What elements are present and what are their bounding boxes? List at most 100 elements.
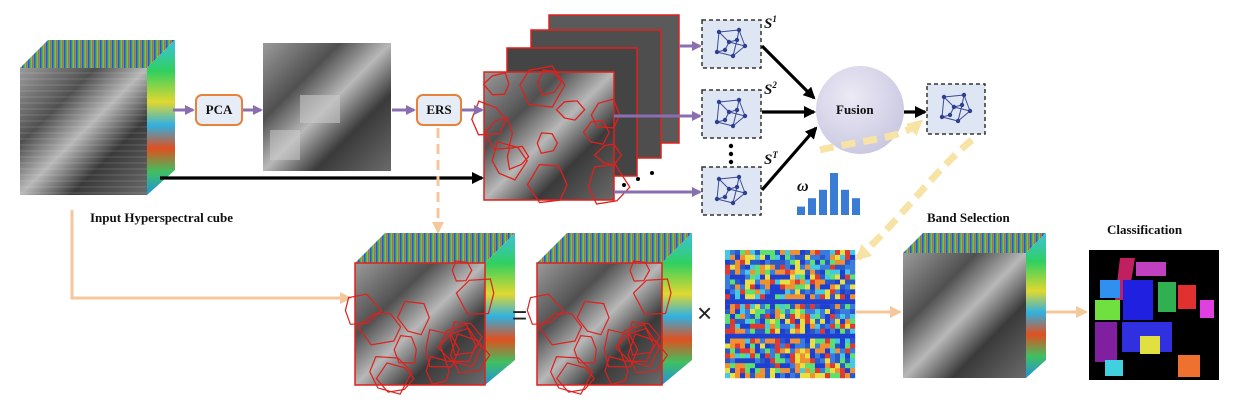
matrix-cell [765,318,771,325]
matrix-cell [810,289,816,295]
matrix-cell [775,314,781,320]
matrix-cell [795,294,801,300]
matrix-cell [835,338,841,344]
matrix-cell [810,294,816,300]
matrix-cell [815,323,821,329]
matrix-cell [760,250,766,256]
matrix-cell [840,338,846,344]
matrix-cell [800,274,806,280]
matrix-cell [725,274,731,280]
matrix-cell [790,348,796,354]
superpixel [344,293,383,325]
matrix-cell [750,284,756,290]
matrix-cell [805,304,811,310]
matrix-cell [765,368,771,374]
matrix-cell [830,269,836,275]
matrix-cell [730,289,736,295]
matrix-cell [770,309,776,315]
matrix-cell [800,299,806,305]
matrix-cell [750,294,756,300]
matrix-cell [815,289,821,295]
matrix-cell [815,343,821,349]
matrix-cell [795,368,801,374]
matrix-cell [795,309,801,315]
matrix-cell [830,353,836,359]
matrix-cell [835,254,841,261]
matrix-cell [750,259,756,265]
matrix-cell [795,343,801,349]
matrix-cell [845,289,851,295]
matrix-cell [830,289,836,295]
superpixel [506,145,530,171]
matrix-cell [790,363,796,369]
matrix-cell [775,299,781,305]
matrix-cell [775,358,781,364]
matrix-cell [815,373,821,379]
graph-node [726,186,732,192]
superpixel [576,300,610,336]
graph-node [734,37,740,43]
matrix-cell [760,323,766,329]
matrix-cell [750,309,756,315]
matrix-cell [815,284,821,290]
matrix-cell [800,333,806,339]
matrix-cell [735,328,741,334]
matrix-cell [725,264,731,270]
matrix-cell [850,274,856,280]
matrix-cell [760,264,766,270]
matrix-cell [725,259,731,265]
matrix-cell [725,304,731,310]
matrix-cell [785,279,791,285]
matrix-cell [830,328,836,334]
matrix-cell [785,294,791,300]
matrix-cell [825,274,831,280]
matrix-cell [785,250,791,256]
matrix-cell [730,373,736,379]
superpixel [396,300,430,336]
matrix-cell [800,363,806,369]
superpixel [536,69,563,97]
matrix-cell [800,343,806,349]
matrix-cell [750,333,756,339]
matrix-cell [830,309,836,315]
matrix-cell [770,368,776,374]
matrix-cell [735,250,741,256]
matrix-cell [795,373,801,379]
matrix-cell [740,328,746,334]
matrix-cell [815,269,821,275]
matrix-cell [770,358,776,364]
matrix-cell [830,373,836,379]
matrix-cell [745,309,751,315]
matrix-cell [835,274,841,280]
times-sign: × [697,298,713,328]
matrix-cell [815,348,821,354]
matrix-cell [730,328,736,334]
matrix-cell [810,318,816,325]
matrix-cell [750,338,756,344]
matrix-cell [775,373,781,379]
matrix-cell [785,274,791,280]
matrix-cell [795,250,801,256]
matrix-cell [820,358,826,364]
matrix-cell [775,338,781,344]
matrix-cell [775,318,781,325]
matrix-cell [845,348,851,354]
matrix-cell [755,289,761,295]
matrix-cell [740,368,746,374]
matrix-cell [800,279,806,285]
matrix-cell [785,269,791,275]
matrix-cell [735,363,741,369]
matrix-cell [845,323,851,329]
matrix-cell [815,274,821,280]
superpixel [357,312,402,346]
matrix-cell [795,323,801,329]
matrix-cell [795,274,801,280]
matrix-cell [845,368,851,374]
matrix-cell [740,254,746,261]
matrix-cell [770,250,776,256]
matrix-cell [790,333,796,339]
matrix-cell [820,353,826,359]
matrix-cell [760,368,766,374]
matrix-cell [785,318,791,325]
matrix-cell [785,284,791,290]
